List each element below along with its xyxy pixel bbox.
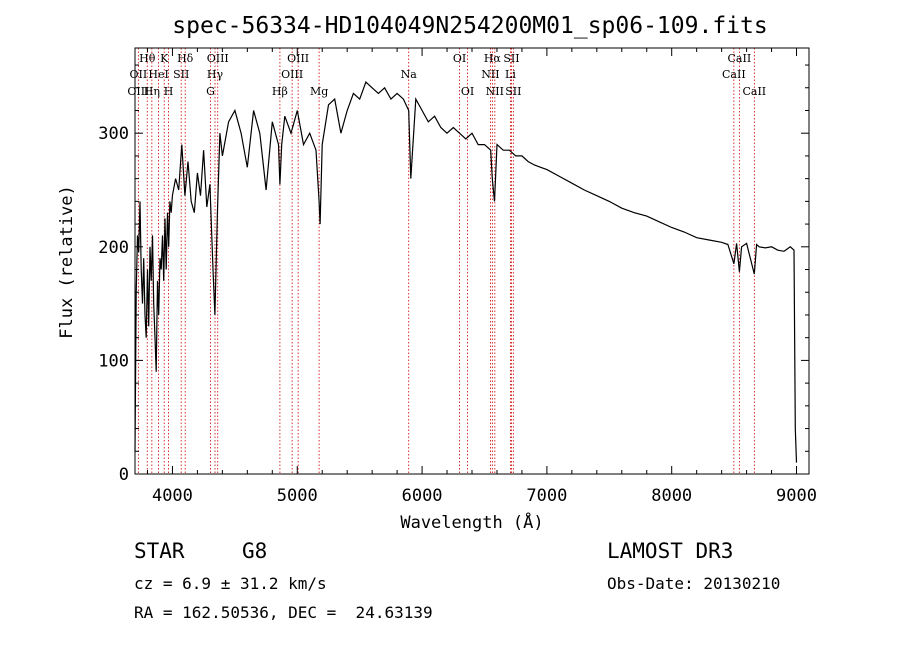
x-tick-label: 8000 xyxy=(651,486,692,506)
y-tick-label: 0 xyxy=(119,465,129,485)
spectral-line-label: Na xyxy=(401,68,418,81)
spectral-line-markers xyxy=(137,48,755,474)
object-class: STAR xyxy=(134,539,185,563)
spectral-line-label: NII xyxy=(481,68,499,81)
y-tick-label: 100 xyxy=(98,351,129,371)
spectral-line-label: OIII xyxy=(287,52,309,65)
spectral-line-label: OII xyxy=(130,68,148,81)
spectral-line-label: CaII xyxy=(728,52,752,65)
chart-title: spec-56334-HD104049N254200M01_sp06-109.f… xyxy=(172,13,767,39)
redshift-velocity: cz = 6.9 ± 31.2 km/s xyxy=(134,574,327,593)
x-axis-ticks: 4000 5000 6000 7000 8000 9000 xyxy=(146,48,817,506)
y-axis-label: Flux (relative) xyxy=(57,185,77,339)
x-tick-label: 5000 xyxy=(277,486,318,506)
spectral-line-label: Hα xyxy=(484,52,502,65)
spectral-line-label: SII xyxy=(505,85,521,98)
spectral-line-label: Hθ xyxy=(139,52,156,65)
spectral-line-label: SII xyxy=(503,52,519,65)
spectral-line-label: Hβ xyxy=(272,85,288,98)
spectral-line-label: OIII xyxy=(281,68,303,81)
spectral-line-label: NII xyxy=(486,85,504,98)
plot-frame xyxy=(134,47,810,475)
spectral-line-label: OIII xyxy=(207,52,229,65)
spectral-line-label: Mg xyxy=(310,85,328,98)
coordinates: RA = 162.50536, DEC = 24.63139 xyxy=(134,603,433,622)
object-subclass: G8 xyxy=(242,539,268,563)
x-tick-label: 6000 xyxy=(402,486,443,506)
x-tick-label: 9000 xyxy=(776,486,817,506)
spectral-line-label: OI xyxy=(461,85,474,98)
spectral-line-label: Hδ xyxy=(177,52,194,65)
spectral-line-label: CaII xyxy=(742,85,766,98)
survey-name: LAMOST DR3 xyxy=(607,539,734,563)
spectral-line-label: OI xyxy=(453,52,466,65)
spectral-line-label: K xyxy=(160,52,169,65)
spectral-line-label: SII xyxy=(173,68,189,81)
spectral-line-label: Hη xyxy=(144,85,160,98)
x-axis-label: Wavelength (Å) xyxy=(400,511,543,533)
spectral-line-label: Hγ xyxy=(207,68,224,81)
spectral-line-label: OIII xyxy=(127,85,149,98)
spectral-line-label: H xyxy=(164,85,174,98)
x-tick-label: 4000 xyxy=(152,486,193,506)
spectral-line-label: HeI xyxy=(148,68,168,81)
spectral-line-label: CaII xyxy=(722,68,746,81)
spectral-line-label: Li xyxy=(505,68,516,81)
spectral-line-label: G xyxy=(206,85,215,98)
spectrum-series-line xyxy=(134,81,798,463)
y-axis-ticks: 0 100 200 300 xyxy=(98,64,809,485)
y-tick-label: 300 xyxy=(98,124,129,144)
x-tick-label: 7000 xyxy=(526,486,567,506)
observation-date: Obs-Date: 20130210 xyxy=(607,574,781,593)
y-tick-label: 200 xyxy=(98,238,129,258)
